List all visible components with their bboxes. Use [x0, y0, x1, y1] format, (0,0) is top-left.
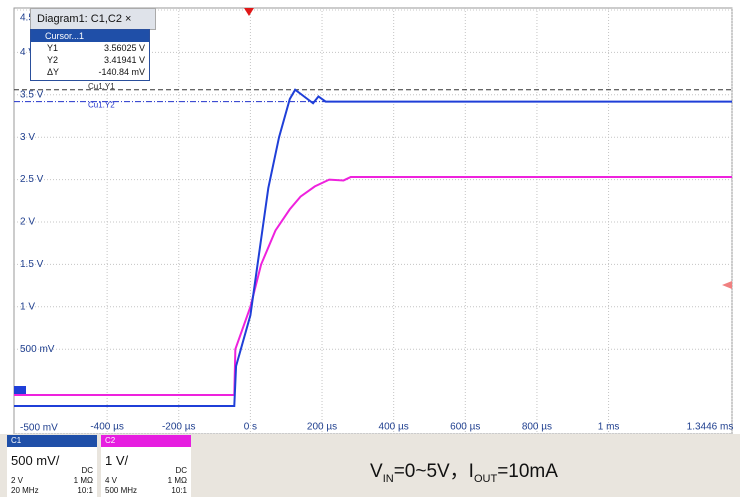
y-tick-label: 2 V — [20, 217, 35, 228]
cursor-key: ΔY — [47, 67, 60, 77]
channel-bandwidth: 20 MHz — [11, 486, 39, 495]
x-tick-label: -200 µs — [162, 422, 196, 433]
note-text: V — [370, 461, 383, 482]
trace — [14, 88, 732, 408]
trigger-level-marker — [722, 281, 732, 289]
channel-bandwidth: 500 MHz — [105, 486, 138, 495]
x-tick-label: 200 µs — [307, 422, 337, 433]
y-tick-label: 1 V — [20, 301, 35, 312]
trace — [14, 176, 732, 396]
channel-impedance: 1 MΩ — [167, 476, 187, 485]
cursor-title[interactable]: Cursor...1 — [31, 30, 149, 42]
y-tick-label: 500 mV — [20, 344, 55, 355]
channel-impedance: 1 MΩ — [73, 476, 93, 485]
y-tick-label: 4 V — [20, 47, 35, 58]
channel-name: C2 — [101, 435, 191, 447]
x-tick-label: 0 s — [244, 422, 257, 433]
note: VIN=0~5V，IOUT=10mA — [370, 456, 558, 485]
y-tick-label: 3.5 V — [20, 89, 44, 100]
channel-offset: 2 V — [11, 476, 24, 485]
channel-panel[interactable]: C2 1 V/DC 4 V 1 MΩ 500 MHz 10:1 — [101, 435, 191, 497]
cursor-row: Y1 3.56025 V — [31, 42, 149, 54]
note-text: =10mA — [497, 461, 558, 482]
x-tick-label: 800 µs — [522, 422, 552, 433]
x-tick-label: 1.3446 ms — [687, 422, 734, 433]
y-tick-label: 2.5 V — [20, 174, 44, 185]
note-sub: IN — [382, 472, 394, 485]
tab[interactable]: Diagram1: C1,C2 × — [30, 8, 156, 30]
cursor-row: ΔY -140.84 mV — [31, 66, 149, 78]
note-text: =0~5V，I — [393, 461, 474, 482]
cursor-label: Cu1.Y1 — [88, 82, 115, 91]
cursor-rows: Y1 3.56025 V Y2 3.41941 V ΔY -140.84 mV — [31, 42, 149, 78]
channel-scale: 1 V/ — [105, 453, 129, 468]
c1-ground-marker — [14, 386, 26, 396]
channel-coupling: DC — [81, 466, 93, 475]
y-tick-label: 1.5 V — [20, 259, 44, 270]
channel-probe: 10:1 — [77, 486, 93, 495]
trigger-marker — [244, 8, 254, 16]
y-tick-label: 3 V — [20, 132, 35, 143]
cursor-label: Cu1.Y2 — [88, 101, 115, 110]
note-sub: OUT — [473, 472, 498, 485]
cursor-key: Y2 — [47, 55, 59, 65]
cursor-value: 3.56025 V — [103, 43, 145, 53]
cursor-key: Y1 — [47, 43, 59, 53]
x-tick-label: 400 µs — [379, 422, 409, 433]
x-tick-label: -400 µs — [90, 422, 124, 433]
channel-probe: 10:1 — [171, 486, 187, 495]
channel-offset: 4 V — [105, 476, 118, 485]
channel-coupling: DC — [175, 466, 187, 475]
cursor-value: -140.84 mV — [98, 67, 145, 77]
x-tick-label: 1 ms — [598, 422, 620, 433]
x-tick-label: 600 µs — [450, 422, 480, 433]
y-tick-label: -500 mV — [20, 423, 58, 434]
cursor-window: Cursor...1 Y1 3.56025 V Y2 3.41941 V ΔY -140.… — [30, 29, 150, 81]
cursor-value: 3.41941 V — [103, 55, 145, 65]
cursor-row: Y2 3.41941 V — [31, 54, 149, 66]
channel-name: C1 — [7, 435, 97, 447]
channel-scale: 500 mV/ — [11, 453, 60, 468]
channel-panel[interactable]: C1 500 mV/DC 2 V 1 MΩ 20 MHz 10:1 — [7, 435, 97, 497]
